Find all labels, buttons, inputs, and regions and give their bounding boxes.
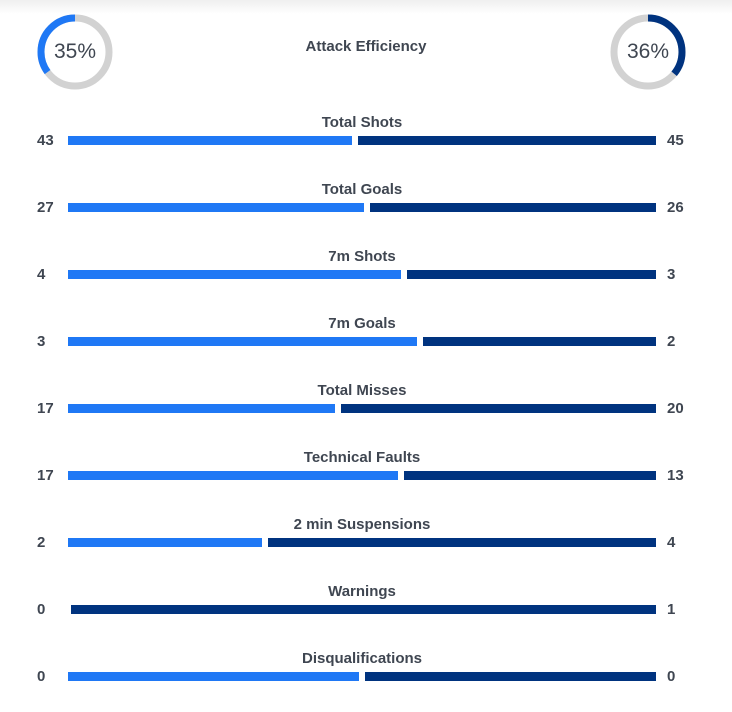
stat-title: Warnings [328,583,396,600]
home-bar [68,538,262,547]
home-bar [68,471,398,480]
home-value: 27 [37,199,54,216]
stat-row: 2 min Suspensions 2 4 [0,516,732,576]
away-bar [341,404,656,413]
away-donut-chart [610,14,686,90]
away-bar [365,672,656,681]
stat-row: Disqualifications 0 0 [0,650,732,710]
stat-row: Total Shots 43 45 [0,114,732,174]
away-bar [406,270,656,279]
stat-row: Technical Faults 17 13 [0,449,732,509]
home-value: 4 [37,266,46,283]
stat-title: Technical Faults [303,449,421,466]
home-efficiency-donut: 35% [36,13,114,91]
away-value: 1 [667,601,676,618]
away-value: 20 [667,400,684,417]
home-value: 43 [37,132,54,149]
top-shadow [0,0,732,14]
stat-title: 7m Goals [328,315,396,332]
home-bar [68,203,365,212]
away-bar [370,203,656,212]
away-value: 3 [667,266,676,283]
stat-row: Total Goals 27 26 [0,181,732,241]
home-bar [68,270,401,279]
away-value: 0 [667,668,676,685]
stat-title: Total Shots [321,114,403,131]
away-bar [71,605,656,614]
home-value: 3 [37,333,46,350]
home-bar [68,672,359,681]
home-efficiency-value: 35% [53,40,97,63]
away-value: 4 [667,534,676,551]
home-value: 2 [37,534,46,551]
home-value: 17 [37,400,54,417]
home-value: 0 [37,601,46,618]
stat-row: 7m Goals 3 2 [0,315,732,375]
stat-title: Total Misses [317,382,407,399]
attack-efficiency-title: Attack Efficiency [305,38,427,55]
away-bar [403,471,656,480]
away-value: 45 [667,132,684,149]
away-efficiency-donut: 36% [609,13,687,91]
home-value: 0 [37,668,46,685]
away-value: 13 [667,467,684,484]
home-bar [68,136,353,145]
home-bar [68,337,418,346]
stat-row: Warnings 0 1 [0,583,732,643]
away-donut-arc [610,14,686,90]
stat-row: 7m Shots 4 3 [0,248,732,308]
away-bar [268,538,656,547]
home-bar [68,404,336,413]
home-donut-chart [37,14,113,90]
away-bar [358,136,656,145]
stat-title: 2 min Suspensions [293,516,431,533]
away-bar [423,337,656,346]
away-efficiency-value: 36% [626,40,670,63]
home-value: 17 [37,467,54,484]
stat-row: Total Misses 17 20 [0,382,732,442]
home-donut-arc [37,14,113,90]
stat-title: Total Goals [321,181,403,198]
away-value: 2 [667,333,676,350]
stat-title: Disqualifications [301,650,423,667]
stat-title: 7m Shots [328,248,396,265]
away-value: 26 [667,199,684,216]
